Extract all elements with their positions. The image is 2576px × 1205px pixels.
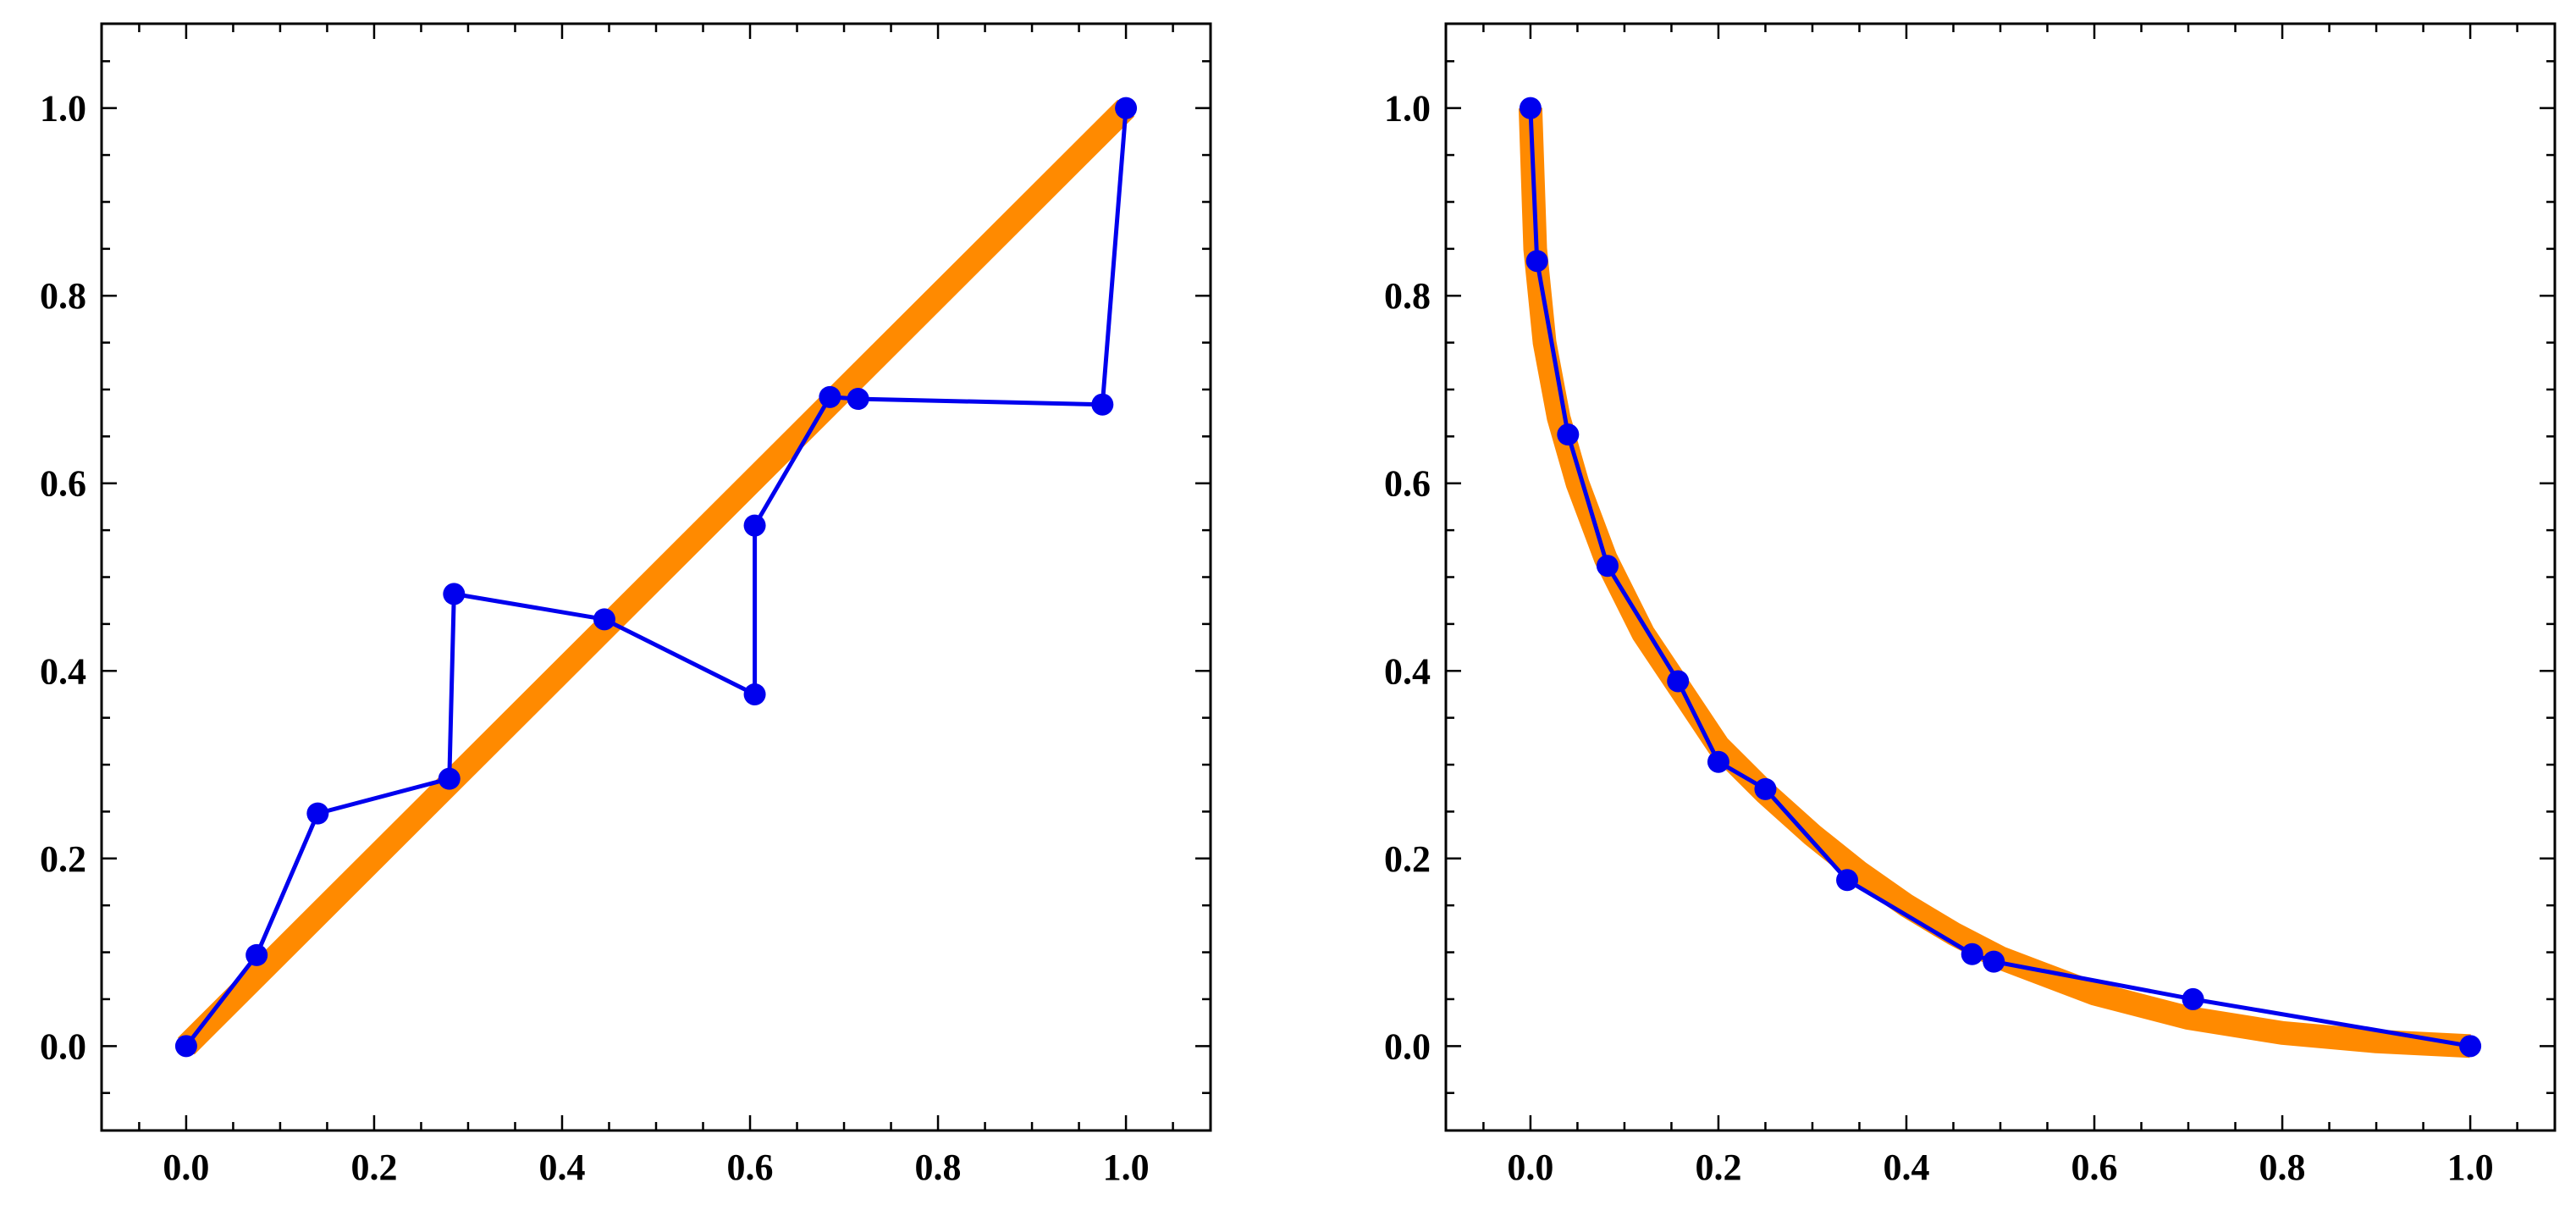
data-point	[1836, 869, 1859, 892]
axis-ticks	[1446, 24, 2555, 1130]
data-point	[743, 514, 766, 537]
data-point	[1983, 950, 2005, 973]
data-point	[438, 767, 461, 790]
data-point	[1667, 670, 1690, 693]
data-point	[1596, 555, 1619, 578]
y-tick-label: 0.8	[40, 275, 86, 317]
data-point	[2459, 1035, 2482, 1058]
y-tick-label: 0.0	[40, 1025, 86, 1067]
y-tick-label: 0.6	[40, 463, 86, 505]
y-tick-label: 0.2	[40, 838, 86, 880]
x-tick-label: 1.0	[1103, 1147, 1150, 1188]
data-point	[443, 583, 466, 605]
data-point	[1557, 423, 1580, 446]
series-line	[184, 108, 1128, 1047]
data-point	[2182, 987, 2204, 1010]
x-tick-label: 0.6	[727, 1147, 774, 1188]
data-point	[1115, 97, 1138, 119]
y-tick-label: 0.6	[1384, 463, 1431, 505]
data-point	[847, 388, 869, 411]
y-tick-label: 1.0	[40, 88, 86, 130]
series-line	[1528, 108, 2471, 1048]
data-point	[1754, 777, 1777, 800]
x-tick-label: 0.2	[1695, 1147, 1741, 1188]
x-tick-label: 0.8	[915, 1147, 962, 1188]
axis-ticks	[102, 24, 1211, 1130]
data-point	[1961, 942, 1983, 965]
chart-panel-2: 0.0 0.2 0.4 0.6 0.8 1.0 0.0 0.2 0.4 0.6 0.8 1.0	[1384, 22, 2557, 1188]
data-point	[306, 802, 329, 825]
x-tick-label: 0.0	[163, 1147, 209, 1188]
data-point	[245, 943, 268, 966]
data-point	[1519, 97, 1542, 119]
data-point	[593, 608, 615, 631]
y-tick-label: 1.0	[1384, 88, 1431, 130]
data-point	[1707, 750, 1729, 773]
y-tick-label: 0.8	[1384, 275, 1431, 317]
y-tick-label: 0.0	[1384, 1025, 1431, 1067]
y-tick-label: 0.2	[1384, 838, 1431, 880]
x-tick-label: 0.4	[538, 1147, 585, 1188]
data-point	[174, 1035, 197, 1058]
x-tick-label: 0.4	[1883, 1147, 1929, 1188]
reference-curve	[1518, 108, 2471, 1059]
y-tick-label: 0.4	[1384, 650, 1431, 692]
data-point	[819, 385, 841, 408]
reference-curve	[178, 99, 1134, 1055]
y-tick-label: 0.4	[40, 650, 86, 692]
x-tick-label: 0.8	[2259, 1147, 2306, 1188]
x-tick-label: 0.6	[2071, 1147, 2118, 1188]
chart-panel-1: 0.0 0.2 0.4 0.6 0.8 1.0 0.0 0.2 0.4 0.6 0.8 1.0	[40, 22, 1212, 1188]
x-tick-label: 1.0	[2447, 1147, 2494, 1188]
data-point	[1525, 250, 1548, 273]
x-tick-label: 0.0	[1507, 1147, 1553, 1188]
x-tick-label: 0.2	[350, 1147, 397, 1188]
data-point	[743, 683, 766, 705]
data-point	[1091, 393, 1114, 416]
